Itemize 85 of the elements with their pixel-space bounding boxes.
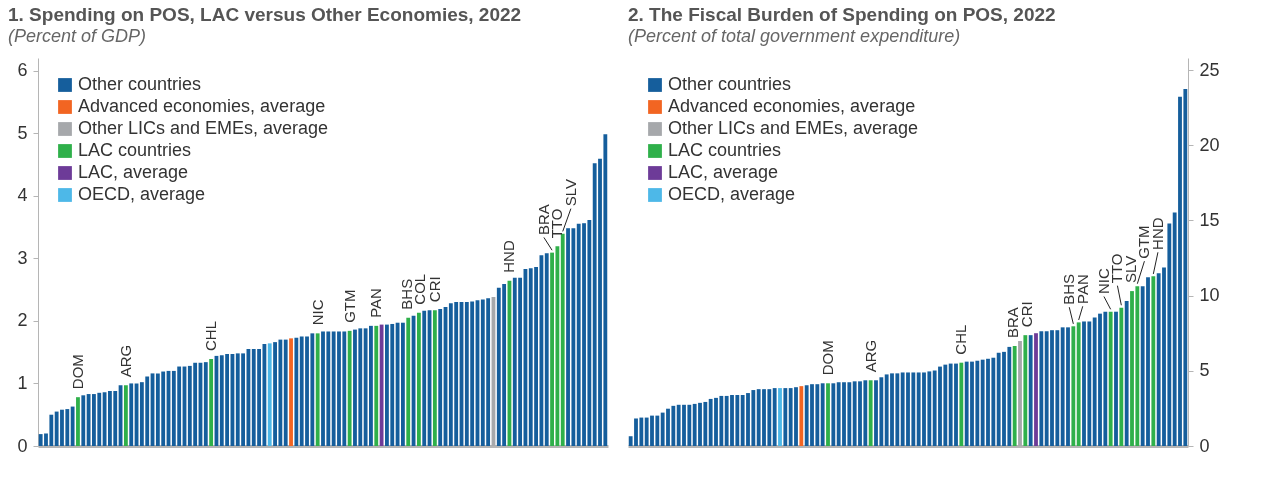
annotation: DOM xyxy=(68,354,86,390)
chart-title: 1. Spending on POS, LAC versus Other Economies, 2022 xyxy=(8,4,522,25)
bar xyxy=(267,343,272,446)
bar xyxy=(1039,331,1044,446)
bar xyxy=(289,338,293,446)
bar xyxy=(400,322,405,446)
bar xyxy=(70,406,75,446)
bar xyxy=(203,362,208,446)
legend-label: LAC countries xyxy=(668,140,782,160)
bar xyxy=(129,383,134,446)
y-tick-label: 2 xyxy=(17,310,28,331)
chart-subtitle: (Percent of total government expenditure) xyxy=(628,26,961,46)
bar xyxy=(544,253,549,446)
bar xyxy=(831,383,836,446)
annotation: ARG xyxy=(116,344,134,378)
bar xyxy=(1023,335,1028,446)
bar xyxy=(799,386,804,446)
bar xyxy=(438,308,443,446)
bar xyxy=(1119,307,1124,446)
bar xyxy=(432,310,437,446)
bar xyxy=(772,388,777,446)
annotation: NIC xyxy=(308,299,326,326)
bar xyxy=(315,333,320,446)
y-tick-label: 20 xyxy=(1199,134,1220,155)
bar xyxy=(76,397,80,446)
y-tick-label: 5 xyxy=(17,122,28,143)
y-tick-label: 25 xyxy=(1199,59,1220,80)
bar xyxy=(379,324,384,446)
y-tick-label: 1 xyxy=(17,372,28,393)
y-tick-label: 10 xyxy=(1199,285,1220,306)
y-tick-label: 0 xyxy=(17,435,28,456)
bar xyxy=(778,388,782,446)
legend-label: LAC, average xyxy=(78,162,189,182)
bar xyxy=(1034,333,1038,446)
bar xyxy=(820,383,825,446)
bar xyxy=(959,362,964,446)
annotation: ARG xyxy=(861,339,879,373)
bar xyxy=(123,385,128,446)
chart-subtitle: (Percent of GDP) xyxy=(8,26,147,46)
legend-label: Other countries xyxy=(668,74,792,94)
legend-label: Other LICs and EMEs, average xyxy=(78,118,329,138)
bar xyxy=(294,337,299,446)
bar xyxy=(1076,322,1081,446)
chart-title: 2. The Fiscal Burden of Spending on POS, 2022 xyxy=(628,4,1056,25)
bar xyxy=(422,310,427,446)
y-tick-label: 15 xyxy=(1199,209,1220,230)
legend-label: Other countries xyxy=(78,74,202,94)
bar xyxy=(1018,341,1022,446)
annotation: HND xyxy=(500,240,518,273)
y-tick-label: 4 xyxy=(17,185,28,206)
bar xyxy=(1012,345,1017,446)
bar xyxy=(209,359,214,446)
annotation: PAN xyxy=(367,288,385,318)
y-tick-label: 3 xyxy=(17,247,28,268)
legend-label: LAC countries xyxy=(78,140,192,160)
bar xyxy=(868,380,873,446)
legend-label: Advanced economies, average xyxy=(78,96,326,116)
bar xyxy=(1108,311,1113,446)
bar xyxy=(783,388,788,446)
y-tick-label: 0 xyxy=(1199,435,1210,456)
y-tick-label: 6 xyxy=(17,60,28,81)
annotation: SLV xyxy=(561,178,579,207)
bar xyxy=(1114,311,1118,446)
y-tick-label: 5 xyxy=(1199,360,1210,381)
bar xyxy=(1124,300,1129,446)
legend-label: OECD, average xyxy=(78,184,206,204)
legend-label: Advanced economies, average xyxy=(668,96,916,116)
bar xyxy=(826,383,830,446)
bar xyxy=(374,325,379,446)
bar xyxy=(1071,326,1076,446)
annotation: DOM xyxy=(819,340,836,376)
annotation: CHL xyxy=(202,321,220,352)
legend-label: LAC, average xyxy=(668,162,779,182)
bar xyxy=(406,317,411,446)
bar xyxy=(416,312,421,446)
bar xyxy=(81,395,86,446)
bar xyxy=(283,339,288,446)
annotation: GTM xyxy=(340,289,358,323)
annotation: CHL xyxy=(952,324,970,355)
bar xyxy=(1028,335,1033,446)
bar xyxy=(560,233,565,446)
legend-label: Other LICs and EMEs, average xyxy=(668,118,919,138)
legend-label: OECD, average xyxy=(668,184,796,204)
bar xyxy=(347,330,352,446)
bar xyxy=(1151,276,1156,446)
